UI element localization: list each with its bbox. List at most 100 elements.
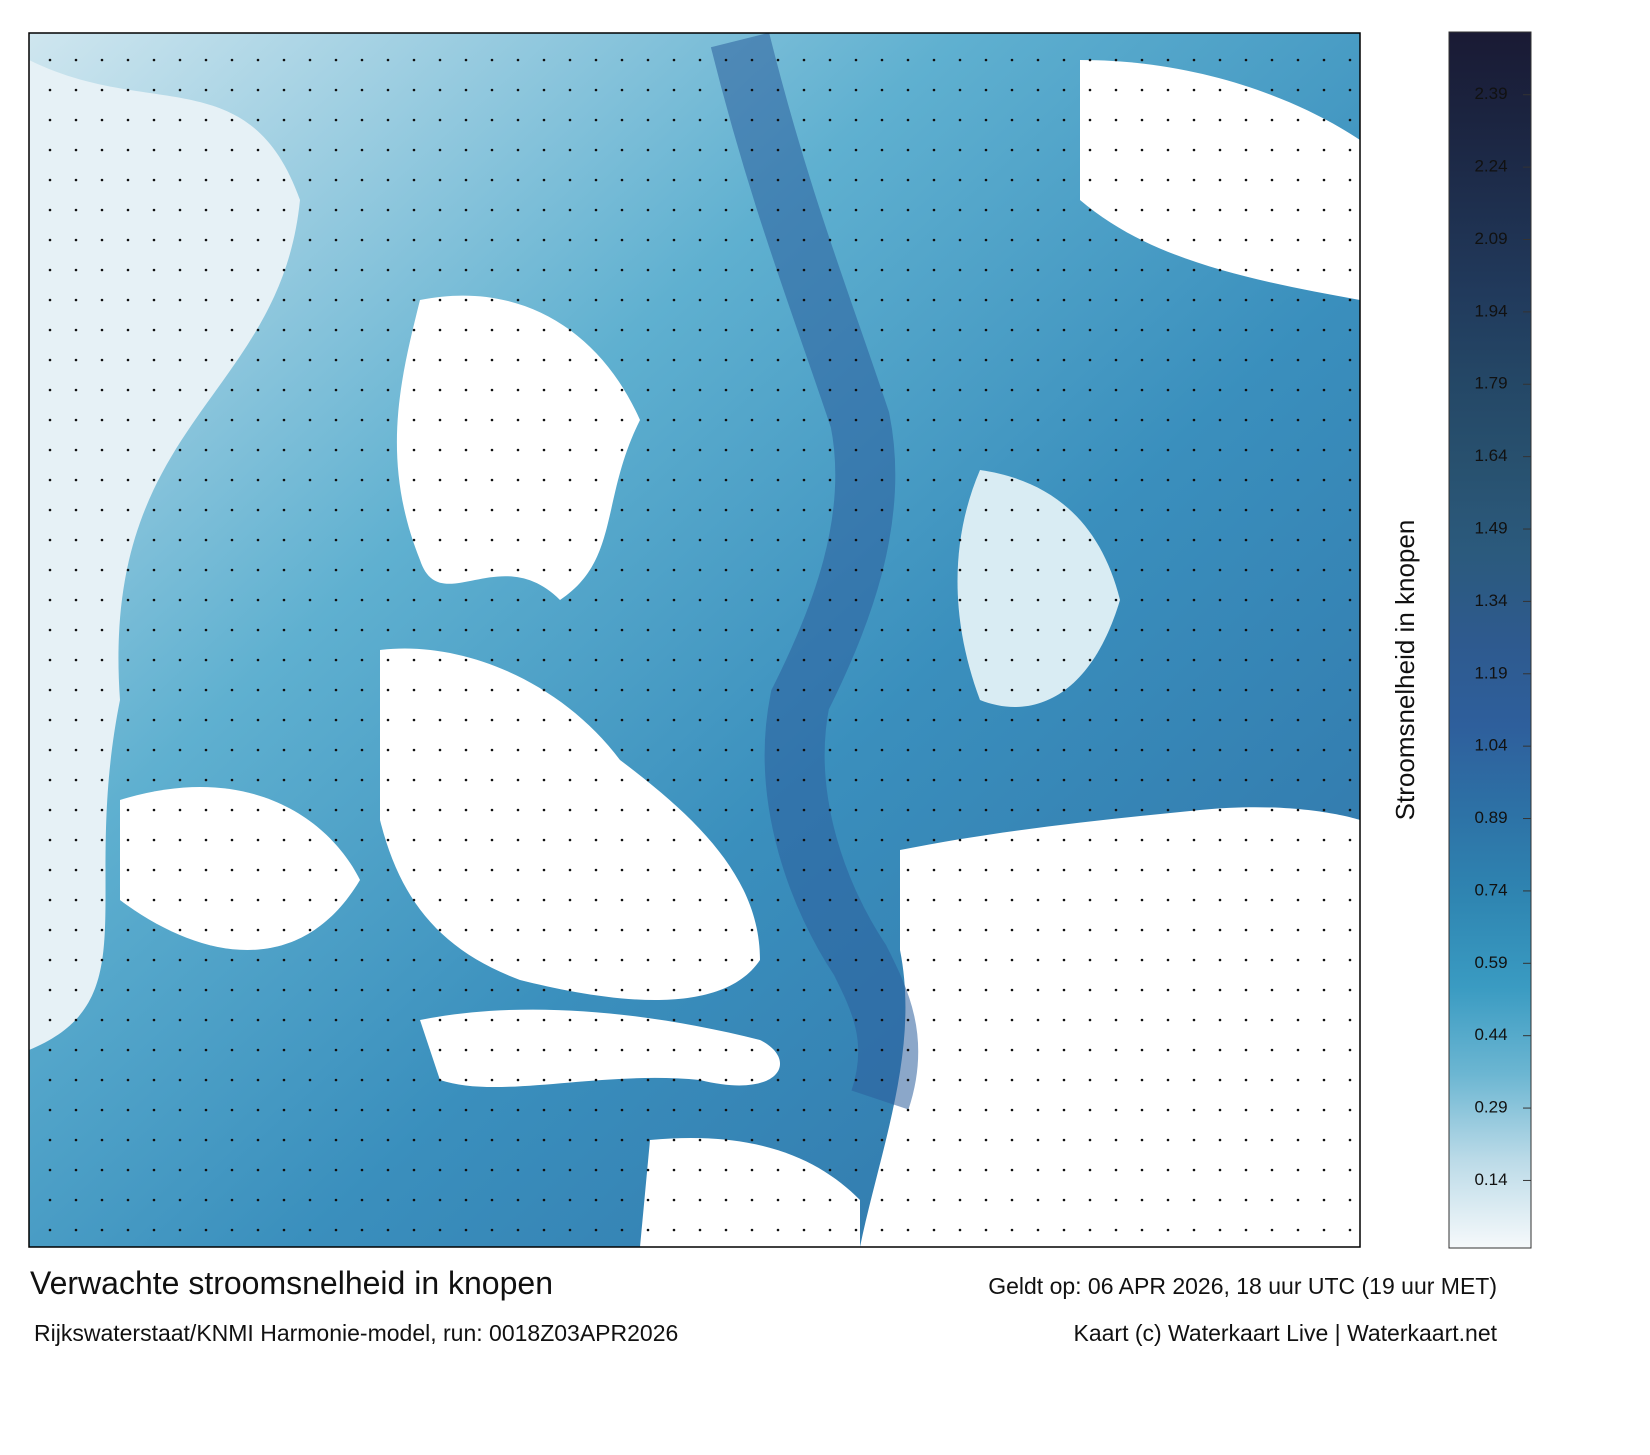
flow-dot	[854, 88, 858, 92]
flow-dot	[100, 568, 104, 572]
flow-dot	[568, 118, 572, 122]
flow-dot	[672, 148, 676, 152]
flow-dot	[1036, 958, 1040, 962]
flow-dot	[984, 118, 988, 122]
flow-dot	[672, 328, 676, 332]
flow-dot	[100, 958, 104, 962]
flow-dot	[48, 88, 52, 92]
flow-dot	[1114, 958, 1118, 962]
colorbar-tick-label: 0.29	[1474, 1098, 1507, 1117]
flow-dot	[1166, 178, 1170, 182]
flow-dot	[360, 148, 364, 152]
flow-dot	[1010, 418, 1014, 422]
flow-dot	[1140, 688, 1144, 692]
flow-dot	[438, 1018, 442, 1022]
flow-dot	[828, 238, 832, 242]
flow-dot	[1296, 388, 1300, 392]
flow-dot	[698, 748, 702, 752]
flow-dot	[750, 88, 754, 92]
flow-dot	[412, 358, 416, 362]
flow-dot	[828, 538, 832, 542]
flow-dot	[1114, 748, 1118, 752]
flow-dot	[308, 868, 312, 872]
colorbar-tick-label: 0.14	[1474, 1170, 1507, 1189]
flow-dot	[802, 1018, 806, 1022]
flow-dot	[802, 928, 806, 932]
flow-dot	[620, 358, 624, 362]
flow-dot	[334, 1138, 338, 1142]
flow-dot	[490, 448, 494, 452]
flow-dot	[1244, 868, 1248, 872]
flow-dot	[724, 988, 728, 992]
flow-dot	[74, 778, 78, 782]
flow-dot	[854, 868, 858, 872]
flow-dot	[230, 1078, 234, 1082]
flow-dot	[594, 358, 598, 362]
flow-dot	[646, 508, 650, 512]
flow-dot	[256, 88, 260, 92]
flow-dot	[1244, 418, 1248, 422]
flow-dot	[594, 628, 598, 632]
flow-dot	[776, 688, 780, 692]
flow-dot	[1296, 448, 1300, 452]
flow-dot	[386, 1048, 390, 1052]
flow-dot	[646, 748, 650, 752]
flow-dot	[1062, 508, 1066, 512]
flow-dot	[646, 328, 650, 332]
flow-dot	[594, 1108, 598, 1112]
flow-dot	[672, 868, 676, 872]
flow-dot	[620, 688, 624, 692]
flow-dot	[958, 868, 962, 872]
flow-dot	[48, 148, 52, 152]
flow-dot	[464, 1108, 468, 1112]
flow-dot	[984, 58, 988, 62]
flow-dot	[178, 988, 182, 992]
flow-dot	[1088, 718, 1092, 722]
flow-dot	[438, 928, 442, 932]
flow-dot	[594, 688, 598, 692]
flow-dot	[100, 688, 104, 692]
flow-dot	[308, 118, 312, 122]
flow-dot	[646, 868, 650, 872]
flow-dot	[334, 328, 338, 332]
flow-dot	[282, 478, 286, 482]
flow-dot	[776, 1198, 780, 1202]
flow-dot	[984, 718, 988, 722]
flow-dot	[1218, 418, 1222, 422]
flow-dot	[178, 358, 182, 362]
flow-dot	[464, 778, 468, 782]
flow-dot	[958, 418, 962, 422]
flow-dot	[776, 628, 780, 632]
flow-dot	[828, 1048, 832, 1052]
flow-dot	[74, 208, 78, 212]
flow-dot	[204, 508, 208, 512]
flow-dot	[126, 568, 130, 572]
flow-dot	[126, 508, 130, 512]
flow-dot	[334, 1048, 338, 1052]
flow-dot	[100, 1078, 104, 1082]
flow-dot	[724, 1018, 728, 1022]
flow-dot	[1322, 628, 1326, 632]
flow-dot	[74, 1078, 78, 1082]
flow-dot	[516, 268, 520, 272]
flow-dot	[204, 448, 208, 452]
flow-dot	[646, 718, 650, 722]
flow-dot	[282, 898, 286, 902]
flow-dot	[1010, 118, 1014, 122]
flow-dot	[724, 958, 728, 962]
flow-dot	[1166, 1108, 1170, 1112]
flow-dot	[256, 328, 260, 332]
flow-dot	[906, 358, 910, 362]
flow-dot	[1244, 688, 1248, 692]
flow-dot	[490, 808, 494, 812]
flow-dot	[880, 568, 884, 572]
flow-dot	[100, 658, 104, 662]
flow-dot	[542, 898, 546, 902]
flow-dot	[750, 958, 754, 962]
flow-dot	[672, 928, 676, 932]
flow-dot	[1166, 1048, 1170, 1052]
flow-dot	[776, 1108, 780, 1112]
flow-dot	[490, 238, 494, 242]
flow-dot	[490, 358, 494, 362]
flow-dot	[464, 868, 468, 872]
